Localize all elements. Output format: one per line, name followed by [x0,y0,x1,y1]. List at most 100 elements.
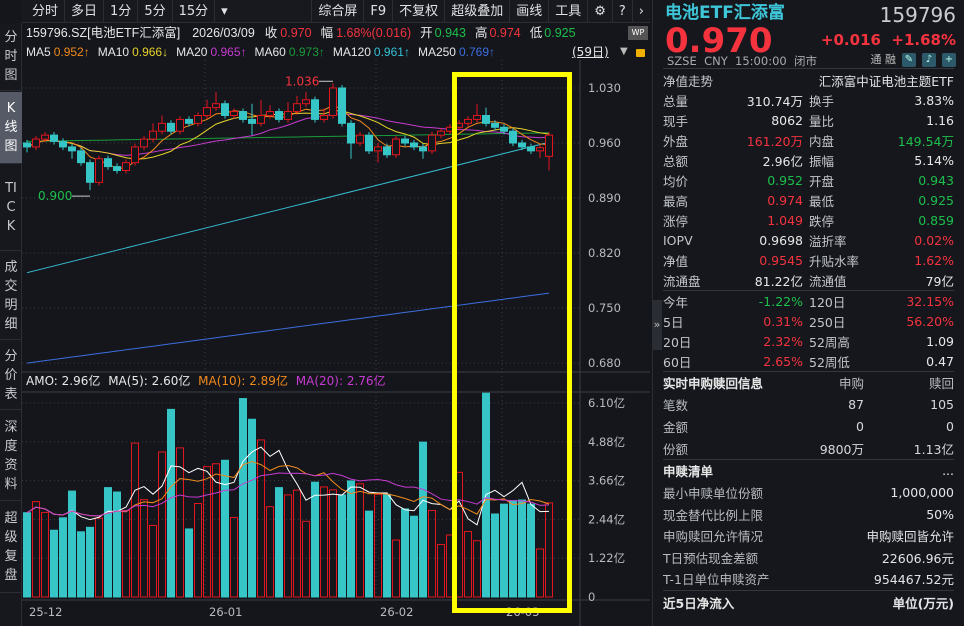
ma-value: 0.966↓ [132,45,169,59]
left-tab-2[interactable]: TICK [0,165,22,251]
field-label: 250日 [809,314,846,330]
creation-value: 9800万 [819,442,864,457]
ma-label: MA10 [97,45,130,59]
quote-row: 净值 0.9545 升贴水率 1.62% [663,250,954,270]
field-label: 总额 [663,153,689,169]
tab-multiday[interactable]: 多日 [65,0,105,23]
candle-body [365,134,373,152]
gear-icon[interactable]: ⚙ [588,0,613,23]
left-tab-3[interactable]: 成交明细 [0,252,22,340]
volume-ma20-line [26,472,550,517]
low-value: 0.925 [544,26,576,40]
market-status: SZSE CNY 15:00:00 闭市 [667,54,817,68]
volume-bar [473,540,481,598]
volume-bar [68,490,76,598]
left-tab-5[interactable]: 深度资料 [0,411,22,501]
period-dropdown[interactable]: ▾ [221,3,228,19]
left-tab-0[interactable]: 分时图 [0,23,22,91]
triangle-down-icon[interactable]: ▼ [620,46,628,57]
nav-trend-link[interactable]: 净值走势 [663,73,714,89]
volume-bar [356,483,364,598]
field-value: 5.14% [914,152,954,168]
field-value: 0.47 [926,353,954,369]
wp-icon[interactable]: WP [628,26,648,40]
candle-body [248,118,256,124]
pencil-icon[interactable]: ✎ [902,53,916,67]
volume-bar [320,486,328,598]
change-value: 1.68%(0.016) [336,26,412,40]
left-tab-4[interactable]: 分价表 [0,341,22,410]
candle-body [158,122,166,132]
quote-row: 60日 2.65% 52周低 0.47 [663,351,954,371]
left-tab-1[interactable]: K线图 [0,92,22,164]
tab-15min[interactable]: 15分 [173,0,216,23]
super-overlay-button[interactable]: 超级叠加 [445,0,511,23]
chevron-right-icon[interactable]: › [638,3,644,19]
volume-bar [50,529,58,598]
field-label: T-1日单位申赎资产 [663,572,770,587]
panel-actions: 通 融 ✎ ♪ + [871,53,956,67]
price-tick: 0.680 [588,356,621,370]
field-value: 0.02% [914,232,954,248]
field-value: 2.32% [763,333,803,349]
candle-body [392,138,400,156]
candle-body [509,130,517,144]
creation-row: 份额 9800万 1.13亿 [663,438,954,459]
ma-value: 0.961↑ [373,45,410,59]
candle-body [374,146,382,152]
volume-bar [122,510,130,598]
highlight-box [452,72,572,613]
volume-bar [365,510,373,598]
field-value: 1.09 [926,333,954,349]
volume-bar [329,489,337,598]
volume-bar [212,463,220,598]
field-value: 0.859 [918,212,954,228]
candle-body [302,99,310,105]
more-button[interactable]: ... [942,463,954,478]
redemption-value: 0 [946,419,954,434]
field-label: 5日 [663,314,684,330]
field-value: 32.15% [906,293,954,309]
change-abs: +0.016 [820,31,881,49]
period-count[interactable]: (59日) [572,45,609,59]
expand-handle[interactable]: » [652,300,662,350]
candle-body [356,134,364,144]
volume-bar [266,506,274,598]
change-pct: +1.68% [891,31,956,49]
field-value: 0.925 [918,192,954,208]
candle-body [95,158,103,183]
tools-button[interactable]: 工具 [549,0,589,23]
no-adjust-button[interactable]: 不复权 [393,0,446,23]
draw-line-button[interactable]: 画线 [510,0,550,23]
candle-body [23,142,31,148]
volume-bar [140,499,148,598]
tab-intraday[interactable]: 分时 [26,0,66,23]
candle-body [221,103,229,116]
question-icon[interactable]: ? [613,0,633,23]
candle-body [338,87,346,124]
quote-info-line: 159796.SZ[电池ETF汇添富] 2026/03/09 收 0.970 幅… [26,25,576,42]
last-price: 0.970 [665,21,773,61]
security-name: 159796.SZ[电池ETF汇添富] [26,26,181,40]
field-value: 0.974 [767,192,803,208]
lock-icon[interactable] [636,49,645,57]
field-label: 升贴水率 [809,253,860,269]
bell-icon[interactable]: ♪ [922,53,936,67]
tab-5min[interactable]: 5分 [138,0,173,23]
kline-chart[interactable]: 1.030 0.960 0.890 0.820 0.750 0.680 6.10亿 4.88亿… [22,60,650,626]
composite-screen-button[interactable]: 综合屏 [311,0,365,23]
candle-body [518,142,526,148]
low-label: 低 [529,26,543,40]
candle-body [347,122,355,144]
volume-tick: 0 [588,590,595,604]
quote-row: 最高 0.974 最低 0.925 [663,190,954,210]
field-label: 溢折率 [809,233,847,249]
tab-1min[interactable]: 1分 [104,0,139,23]
f9-button[interactable]: F9 [364,0,394,23]
volume-tick: 6.10亿 [588,396,625,410]
field-label: 60日 [663,354,692,370]
left-tab-label: 深度资料 [4,419,18,492]
volume-bar [158,451,166,598]
left-tab-6[interactable]: 超级复盘 [0,502,22,593]
plus-icon[interactable]: + [942,53,956,67]
